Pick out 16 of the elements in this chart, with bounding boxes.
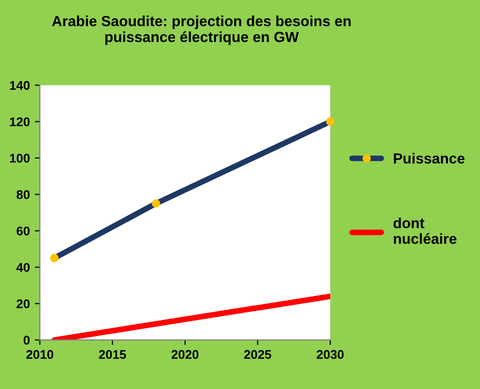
x-tick-label: 2030 <box>316 350 344 359</box>
y-tick-label: 80 <box>16 190 30 200</box>
legend-label: Puissance <box>394 152 465 164</box>
y-tick-label: 60 <box>16 226 30 236</box>
x-tick-label: 2015 <box>98 350 126 359</box>
y-tick-label: 100 <box>10 154 30 163</box>
x-tick-label: 2020 <box>172 350 198 359</box>
x-tick-label: 2025 <box>244 350 272 359</box>
y-tick-label: 40 <box>16 262 30 272</box>
x-tick-label: 2010 <box>26 350 54 359</box>
legend-label: dont nucléaire <box>394 218 456 244</box>
y-tick-label: 120 <box>10 117 30 126</box>
chart-title: Arabie Saoudite: projection des besoins en puissance électrique en GW <box>52 16 351 46</box>
y-tick-label: 140 <box>10 80 30 90</box>
y-tick-label: 0 <box>24 336 30 345</box>
y-tick-label: 20 <box>16 299 30 308</box>
